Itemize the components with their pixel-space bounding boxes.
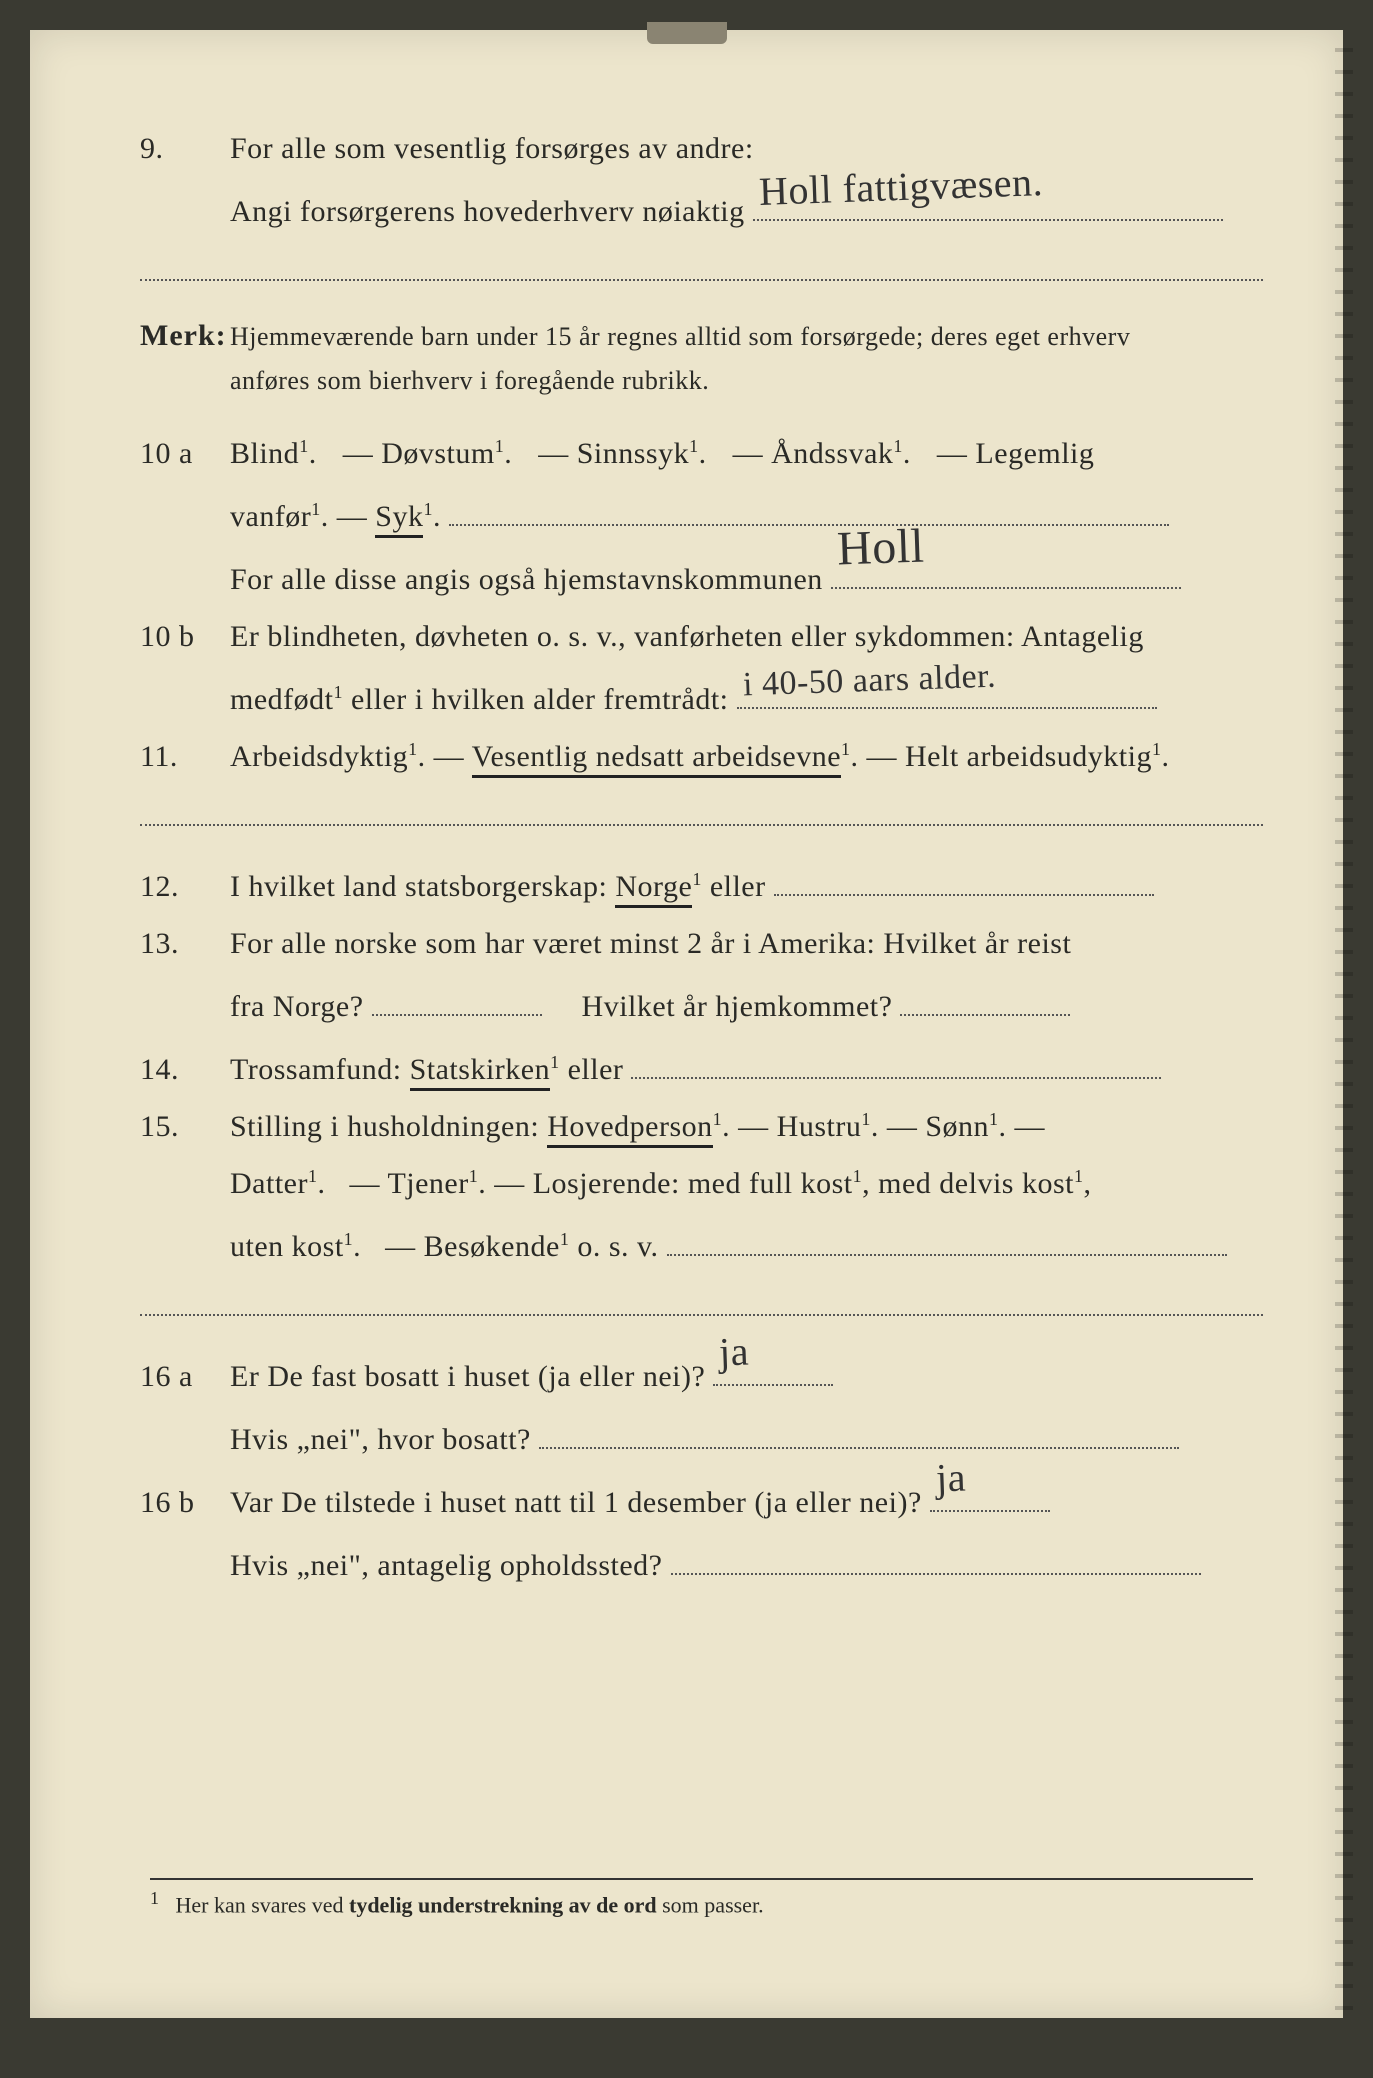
note-label: Merk:	[140, 307, 230, 364]
question-12: 12. I hvilket land statsborgerskap: Norg…	[140, 852, 1263, 915]
answer-field[interactable]	[774, 852, 1154, 896]
answer-field[interactable]	[667, 1212, 1227, 1256]
question-10b-line2: medfødt1 eller i hvilken alder fremtrådt…	[140, 665, 1263, 728]
question-10a-hjemstavn: For alle disse angis også hjemstavnskomm…	[140, 545, 1263, 608]
opt-andssvak[interactable]: Åndssvak	[771, 437, 893, 470]
answer-field[interactable]: ja	[930, 1468, 1050, 1512]
handwritten-answer: ja	[928, 1440, 973, 1517]
question-13-line2: fra Norge? Hvilket år hjemkommet?	[140, 972, 1263, 1035]
answer-field[interactable]: Holl fattigvæsen.	[753, 177, 1223, 221]
note-block: Merk: Hjemmeværende barn under 15 år reg…	[140, 307, 1263, 403]
question-text: Er De fast bosatt i huset (ja eller nei)…	[230, 1360, 705, 1393]
opt-statskirken-selected[interactable]: Statskirken	[410, 1053, 551, 1091]
question-11: 11. Arbeidsdyktig1. — Vesentlig nedsatt …	[140, 728, 1263, 785]
question-15-line3: uten kost1. — Besøkende1 o. s. v.	[140, 1212, 1263, 1275]
opt-losjerende-delvis[interactable]: med delvis kost	[878, 1167, 1074, 1200]
question-9-line2: Angi forsørgerens hovederhverv nøiaktig …	[140, 177, 1263, 240]
question-number: 13.	[140, 915, 230, 972]
opt-nedsatt-selected[interactable]: Vesentlig nedsatt arbeidsevne	[472, 740, 841, 778]
note-text-2: anføres som bierhverv i foregående rubri…	[230, 366, 709, 395]
opt-legemlig: Legemlig	[975, 437, 1094, 470]
answer-field[interactable]	[900, 972, 1070, 1016]
page-top-tab	[647, 22, 727, 44]
question-10a: 10 a Blind1. — Døvstum1. — Sinnssyk1. — …	[140, 425, 1263, 482]
blank-line[interactable]	[449, 482, 1169, 526]
field-label: Angi forsørgerens hovederhverv nøiaktig	[230, 195, 745, 228]
question-text: Var De tilstede i huset natt til 1 desem…	[230, 1486, 922, 1519]
opt-arbeidsdyktig[interactable]: Arbeidsdyktig	[230, 740, 408, 773]
question-number: 12.	[140, 858, 230, 915]
answer-field[interactable]: ja	[713, 1342, 833, 1386]
opt-sinnssyk[interactable]: Sinnssyk	[577, 437, 689, 470]
answer-field[interactable]	[631, 1035, 1161, 1079]
question-9: 9. For alle som vesentlig forsørges av a…	[140, 120, 1263, 177]
question-number: 16 b	[140, 1474, 230, 1531]
field-label: For alle disse angis også hjemstavnskomm…	[230, 563, 823, 596]
question-number: 10 a	[140, 425, 230, 482]
question-text: For alle som vesentlig forsørges av andr…	[230, 120, 1263, 177]
footnote-marker: 1	[150, 1888, 159, 1908]
question-10a-line2: vanfør1. — Syk1.	[140, 482, 1263, 545]
footnote: 1 Her kan svares ved tydelig understrekn…	[150, 1878, 1253, 1918]
answer-field[interactable]	[372, 972, 542, 1016]
opt-blind[interactable]: Blind	[230, 437, 299, 470]
question-number: 14.	[140, 1041, 230, 1098]
handwritten-answer: ja	[712, 1314, 757, 1391]
opt-hustru[interactable]: Hustru	[777, 1110, 862, 1143]
question-text: For alle norske som har været minst 2 år…	[230, 915, 1263, 972]
answer-field[interactable]	[671, 1531, 1201, 1575]
opt-datter[interactable]: Datter	[230, 1167, 308, 1200]
question-16a-sub: Hvis „nei", hvor bosatt?	[140, 1405, 1263, 1468]
section-divider	[140, 1313, 1263, 1316]
question-15-line2: Datter1. — Tjener1. — Losjerende: med fu…	[140, 1155, 1263, 1212]
opt-losjerende-uten[interactable]: uten kost	[230, 1230, 344, 1263]
question-10b: 10 b Er blindheten, døvheten o. s. v., v…	[140, 608, 1263, 665]
question-14: 14. Trossamfund: Statskirken1 eller	[140, 1035, 1263, 1098]
opt-udyktig[interactable]: Helt arbeidsudyktig	[905, 740, 1152, 773]
question-number: 10 b	[140, 608, 230, 665]
opt-tjener[interactable]: Tjener	[387, 1167, 468, 1200]
handwritten-answer: Holl	[829, 500, 931, 595]
answer-field[interactable]	[539, 1405, 1179, 1449]
opt-dovstum[interactable]: Døvstum	[381, 437, 495, 470]
opt-sonn[interactable]: Sønn	[925, 1110, 989, 1143]
opt-syk-selected[interactable]: Syk	[375, 500, 423, 538]
section-divider	[140, 278, 1263, 281]
perforated-edge	[1335, 30, 1353, 2018]
opt-hovedperson-selected[interactable]: Hovedperson	[547, 1110, 712, 1148]
handwritten-answer: i 40-50 aars alder.	[735, 644, 1002, 718]
note-text-1: Hjemmeværende barn under 15 år regnes al…	[230, 322, 1130, 351]
question-16b-sub: Hvis „nei", antagelig opholdssted?	[140, 1531, 1263, 1594]
question-15: 15. Stilling i husholdningen: Hovedperso…	[140, 1098, 1263, 1155]
opt-medfodt[interactable]: medfødt	[230, 683, 333, 716]
opt-vanfor[interactable]: vanfør	[230, 500, 311, 533]
handwritten-answer: Holl fattigvæsen.	[751, 144, 1050, 230]
opt-besokende[interactable]: Besøkende	[424, 1230, 560, 1263]
sub-question: Hvis „nei", antagelig opholdssted?	[230, 1549, 663, 1582]
census-form-page: 9. For alle som vesentlig forsørges av a…	[30, 30, 1343, 2018]
question-16b: 16 b Var De tilstede i huset natt til 1 …	[140, 1468, 1263, 1531]
answer-field[interactable]: Holl	[831, 545, 1181, 589]
question-number: 11.	[140, 728, 230, 785]
question-number: 9.	[140, 120, 230, 177]
answer-field[interactable]: i 40-50 aars alder.	[737, 665, 1157, 709]
sub-question: Hvis „nei", hvor bosatt?	[230, 1423, 531, 1456]
opt-losjerende-full[interactable]: Losjerende: med full kost	[533, 1167, 853, 1200]
question-number: 16 a	[140, 1348, 230, 1405]
question-16a: 16 a Er De fast bosatt i huset (ja eller…	[140, 1342, 1263, 1405]
section-divider	[140, 823, 1263, 826]
question-number: 15.	[140, 1098, 230, 1155]
opt-norge-selected[interactable]: Norge	[615, 870, 692, 908]
question-13: 13. For alle norske som har været minst …	[140, 915, 1263, 972]
